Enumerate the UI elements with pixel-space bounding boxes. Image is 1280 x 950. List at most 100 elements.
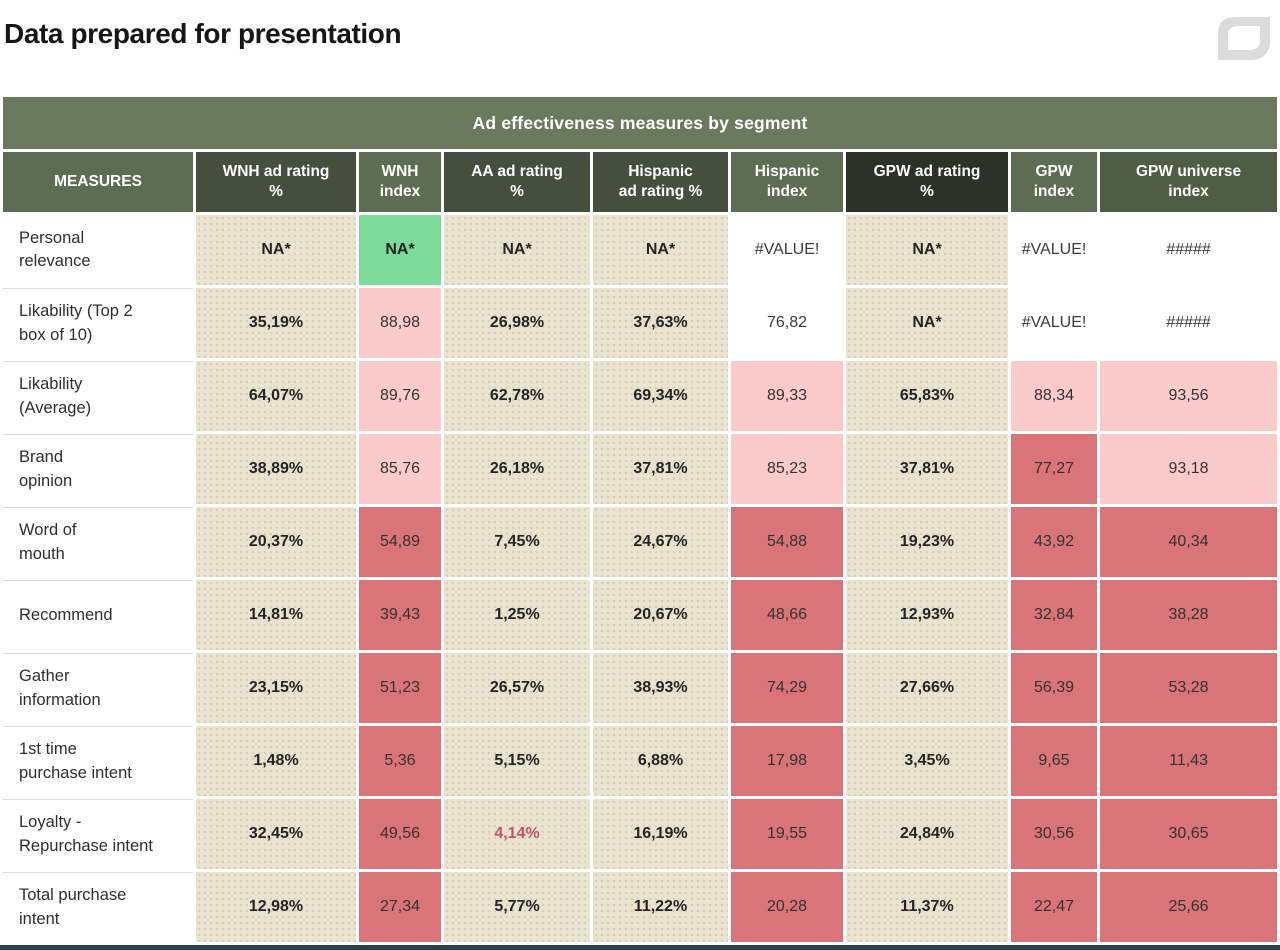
data-cell: 38,28: [1100, 580, 1278, 650]
data-cell: 39,43: [359, 580, 441, 650]
data-cell: 38,89%: [196, 434, 356, 504]
column-header-5: Hispanic index: [731, 152, 843, 212]
data-cell: 32,45%: [196, 799, 356, 869]
data-cell: 30,65: [1100, 799, 1278, 869]
data-cell: 3,45%: [846, 726, 1008, 796]
data-cell: NA*: [846, 215, 1008, 285]
data-cell: 5,77%: [444, 872, 590, 942]
data-cell: NA*: [359, 215, 441, 285]
data-cell: 26,18%: [444, 434, 590, 504]
data-cell: 62,78%: [444, 361, 590, 431]
data-cell: 51,23: [359, 653, 441, 723]
table-row: Total purchase intent 12,98% 27,34 5,77% 11,…: [3, 872, 1278, 942]
table-banner-title: Ad effectiveness measures by segment: [3, 97, 1278, 149]
data-cell: 26,98%: [444, 288, 590, 358]
data-cell: 16,19%: [593, 799, 728, 869]
data-cell: 93,56: [1100, 361, 1278, 431]
data-cell: 12,98%: [196, 872, 356, 942]
data-cell: NA*: [846, 288, 1008, 358]
leaf-logo-icon: [1211, 12, 1275, 64]
column-header-8: GPW universe index: [1100, 152, 1278, 212]
data-cell: 74,29: [731, 653, 843, 723]
data-cell: 1,48%: [196, 726, 356, 796]
data-cell: 23,15%: [196, 653, 356, 723]
data-cell: 5,15%: [444, 726, 590, 796]
data-cell: 19,55: [731, 799, 843, 869]
data-cell: 93,18: [1100, 434, 1278, 504]
data-cell: 89,76: [359, 361, 441, 431]
data-cell: 12,93%: [846, 580, 1008, 650]
data-cell: #VALUE!: [731, 215, 843, 285]
ad-effectiveness-table: Ad effectiveness measures by segment MEA…: [0, 94, 1280, 950]
data-cell: 26,57%: [444, 653, 590, 723]
measure-label: Likability (Top 2 box of 10): [3, 288, 193, 358]
data-cell: 64,07%: [196, 361, 356, 431]
column-header-7: GPW index: [1011, 152, 1097, 212]
segment-measures-table: Ad effectiveness measures by segment MEA…: [0, 94, 1280, 945]
column-header-0: MEASURES: [3, 152, 193, 212]
data-cell: 11,43: [1100, 726, 1278, 796]
data-cell: 20,37%: [196, 507, 356, 577]
data-cell: #VALUE!: [1011, 215, 1097, 285]
data-cell: 88,98: [359, 288, 441, 358]
table-row: Likability (Average) 64,07% 89,76 62,78% 69,…: [3, 361, 1278, 431]
page-title: Data prepared for presentation: [4, 18, 402, 49]
data-cell: 14,81%: [196, 580, 356, 650]
data-cell: 7,45%: [444, 507, 590, 577]
measure-label: Likability (Average): [3, 361, 193, 431]
data-cell: 65,83%: [846, 361, 1008, 431]
data-cell: 49,56: [359, 799, 441, 869]
measure-label: Brand opinion: [3, 434, 193, 504]
data-cell: 25,66: [1100, 872, 1278, 942]
data-cell: 37,63%: [593, 288, 728, 358]
data-cell: 22,47: [1011, 872, 1097, 942]
data-cell: 24,84%: [846, 799, 1008, 869]
table-row: Brand opinion 38,89% 85,76 26,18% 37,81% 85,2…: [3, 434, 1278, 504]
data-cell: 37,81%: [593, 434, 728, 504]
data-cell: 19,23%: [846, 507, 1008, 577]
data-cell: 27,34: [359, 872, 441, 942]
page: Data prepared for presentation Ad effect…: [0, 12, 1280, 950]
table-row: Likability (Top 2 box of 10) 35,19% 88,98 2…: [3, 288, 1278, 358]
data-cell: 48,66: [731, 580, 843, 650]
data-cell: 20,28: [731, 872, 843, 942]
column-header-row: MEASURES WNH ad rating % WNH index AA ad ra…: [3, 152, 1278, 212]
column-header-2: WNH index: [359, 152, 441, 212]
column-header-4: Hispanic ad rating %: [593, 152, 728, 212]
column-header-3: AA ad rating %: [444, 152, 590, 212]
data-cell: NA*: [444, 215, 590, 285]
table-row: Recommend 14,81% 39,43 1,25% 20,67% 48,66 12,9…: [3, 580, 1278, 650]
data-cell: 43,92: [1011, 507, 1097, 577]
table-row: Personal relevance NA* NA* NA* NA* #VALUE! NA*…: [3, 215, 1278, 285]
data-cell: 69,34%: [593, 361, 728, 431]
measure-label: Word of mouth: [3, 507, 193, 577]
data-cell: 1,25%: [444, 580, 590, 650]
data-cell: 54,88: [731, 507, 843, 577]
data-cell: 54,89: [359, 507, 441, 577]
data-cell: #VALUE!: [1011, 288, 1097, 358]
data-cell: 4,14%: [444, 799, 590, 869]
data-cell: 76,82: [731, 288, 843, 358]
data-cell: 11,37%: [846, 872, 1008, 942]
measure-label: 1st time purchase intent: [3, 726, 193, 796]
data-cell: 6,88%: [593, 726, 728, 796]
data-cell: #####: [1100, 288, 1278, 358]
data-cell: 35,19%: [196, 288, 356, 358]
measure-label: Loyalty - Repurchase intent: [3, 799, 193, 869]
data-cell: 9,65: [1011, 726, 1097, 796]
data-cell: 11,22%: [593, 872, 728, 942]
data-cell: 56,39: [1011, 653, 1097, 723]
data-cell: 20,67%: [593, 580, 728, 650]
data-cell: NA*: [196, 215, 356, 285]
data-cell: 53,28: [1100, 653, 1278, 723]
data-cell: 5,36: [359, 726, 441, 796]
data-cell: 32,84: [1011, 580, 1097, 650]
measure-label: Gather information: [3, 653, 193, 723]
measure-label: Personal relevance: [3, 215, 193, 285]
data-cell: 89,33: [731, 361, 843, 431]
table-row: Loyalty - Repurchase intent 32,45% 49,56 4,…: [3, 799, 1278, 869]
measure-label: Total purchase intent: [3, 872, 193, 942]
data-cell: 37,81%: [846, 434, 1008, 504]
data-cell: 40,34: [1100, 507, 1278, 577]
data-cell: 30,56: [1011, 799, 1097, 869]
